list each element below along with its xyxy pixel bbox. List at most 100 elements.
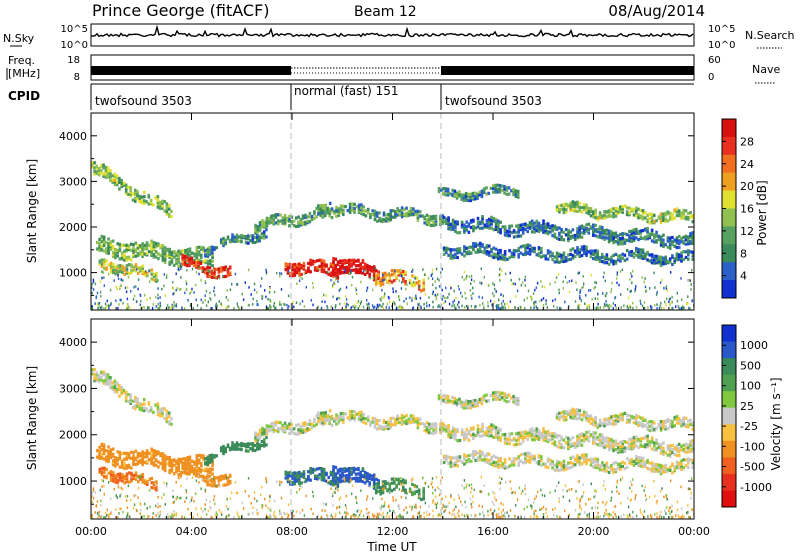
range-cell (526, 243, 529, 247)
noise-cell (334, 282, 336, 286)
noise-cell (295, 301, 298, 304)
range-cell (195, 458, 199, 462)
range-cell (357, 479, 360, 483)
range-cell (585, 229, 588, 233)
noise-cell (392, 290, 394, 294)
range-cell (289, 471, 292, 475)
range-cell (307, 470, 310, 474)
range-cell (327, 272, 330, 276)
range-cell (610, 237, 613, 241)
range-cell (569, 257, 572, 261)
noise-cell (248, 286, 250, 289)
range-cell (150, 450, 153, 454)
range-cell (339, 267, 342, 271)
range-cell (183, 469, 187, 473)
range-cell (291, 268, 294, 272)
noise-cell (494, 287, 496, 291)
range-cell (585, 223, 588, 227)
range-cell (400, 415, 404, 420)
range-cell (553, 440, 557, 444)
range-cell (387, 217, 390, 221)
noise-cell (539, 299, 541, 303)
range-cell (415, 489, 419, 494)
range-cell (445, 250, 448, 255)
noise-cell (616, 273, 618, 276)
noise-cell (643, 280, 645, 284)
range-cell (594, 213, 597, 217)
range-cell (414, 417, 417, 421)
noise-cell (448, 292, 450, 296)
power-colorbar-label: Power [dB] (755, 180, 769, 245)
noise-cell (148, 269, 150, 273)
noise-sky-label: N.Sky (3, 32, 35, 45)
range-cell (100, 442, 104, 446)
noise-cell (491, 292, 494, 295)
range-cell (607, 441, 611, 445)
range-cell (134, 199, 137, 203)
noise-cell (238, 307, 240, 310)
noise-cell (149, 296, 151, 300)
range-cell (326, 414, 329, 418)
range-cell (263, 220, 266, 224)
noise-cell (583, 282, 585, 286)
range-cell (682, 214, 685, 218)
range-cell (578, 248, 581, 252)
range-cell (378, 216, 381, 220)
noise-cell (645, 290, 647, 293)
range-cell (533, 230, 536, 234)
range-cell (430, 424, 433, 429)
noise-cell (627, 288, 629, 291)
range-cell (589, 255, 593, 259)
range-cell (146, 271, 149, 275)
range-cell (691, 220, 694, 224)
range-cell (274, 213, 278, 217)
range-cell (209, 262, 212, 266)
range-cell (213, 246, 216, 250)
range-cell (425, 222, 429, 226)
range-cell (152, 240, 156, 245)
noise-cell (474, 306, 476, 309)
range-cell (616, 234, 620, 238)
range-cell (578, 225, 581, 229)
range-cell (150, 485, 154, 490)
range-cell (139, 244, 142, 248)
range-cell (163, 417, 166, 421)
range-cell (373, 212, 377, 216)
range-cell (354, 467, 358, 471)
noise-cell (338, 296, 341, 300)
range-cell (152, 274, 156, 278)
y-tick-label: 1000 (59, 267, 87, 280)
range-cell (134, 188, 137, 192)
range-cell (662, 216, 665, 220)
range-cell (535, 427, 539, 431)
range-cell (560, 235, 563, 239)
range-cell (134, 254, 138, 258)
range-cell (439, 424, 442, 428)
range-cell (304, 477, 308, 482)
range-cell (309, 469, 312, 474)
range-cell (186, 252, 190, 256)
range-cell (231, 447, 234, 451)
freq-tick-bottom: 8 (74, 72, 80, 83)
range-cell (612, 443, 615, 447)
range-cell (291, 482, 294, 486)
range-cell (646, 229, 649, 233)
range-cell (578, 230, 581, 234)
range-cell (304, 269, 308, 273)
range-cell (238, 235, 241, 239)
range-cell (492, 397, 495, 401)
noise-cell (191, 287, 193, 291)
range-cell (517, 248, 520, 253)
range-cell (200, 253, 203, 257)
range-cell (102, 239, 106, 243)
range-cell (549, 250, 552, 254)
range-cell (542, 429, 545, 434)
range-cell (337, 207, 341, 211)
range-cell (123, 477, 126, 481)
range-cell (505, 188, 509, 192)
range-cell (272, 217, 275, 222)
range-cell (317, 414, 320, 418)
nave-label: Nave (752, 63, 780, 76)
range-cell (279, 213, 282, 217)
range-cell (519, 223, 523, 227)
